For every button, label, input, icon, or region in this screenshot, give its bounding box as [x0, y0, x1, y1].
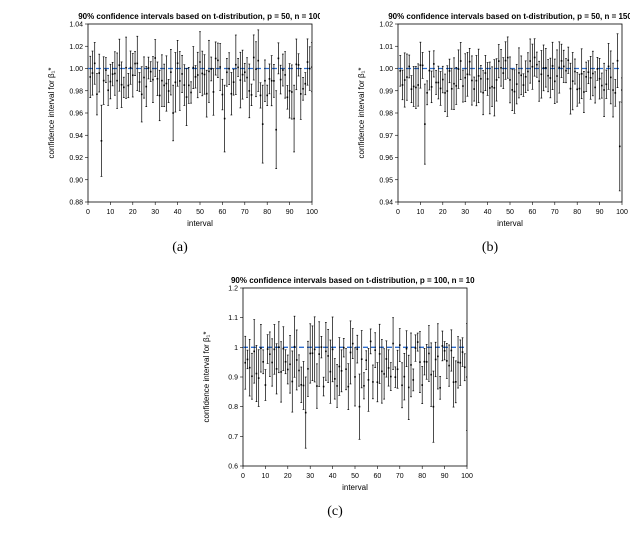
- xtick-label: 90: [441, 473, 449, 480]
- ylabel: confidence interval for β₁*: [202, 332, 211, 423]
- panel-caption: (b): [350, 240, 630, 256]
- ytick-label: 0.97: [379, 133, 393, 140]
- xtick-label: 30: [461, 209, 469, 216]
- xlabel: interval: [497, 219, 523, 228]
- ytick-label: 0.95: [379, 177, 393, 184]
- ytick-label: 1.00: [69, 66, 83, 73]
- panel-caption: (a): [40, 240, 320, 256]
- ytick-label: 0.96: [69, 111, 83, 118]
- xtick-label: 0: [86, 209, 90, 216]
- panel-caption: (c): [195, 504, 475, 520]
- xtick-label: 0: [241, 473, 245, 480]
- xtick-label: 100: [616, 209, 628, 216]
- xtick-label: 20: [284, 473, 292, 480]
- ytick-label: 0.9: [228, 375, 238, 382]
- xtick-label: 70: [551, 209, 559, 216]
- ytick-label: 0.98: [69, 88, 83, 95]
- ytick-label: 0.98: [379, 111, 393, 118]
- xtick-label: 50: [506, 209, 514, 216]
- xtick-label: 80: [418, 473, 426, 480]
- xtick-label: 30: [306, 473, 314, 480]
- ylabel: confidence interval for β₁*: [357, 68, 366, 159]
- ytick-label: 0.94: [379, 200, 393, 207]
- xtick-label: 60: [529, 209, 537, 216]
- chart-svg: 90% confidence intervals based on t-dist…: [195, 270, 475, 500]
- ytick-label: 0.6: [228, 464, 238, 471]
- xtick-label: 80: [573, 209, 581, 216]
- ytick-label: 0.92: [69, 155, 83, 162]
- xtick-label: 100: [461, 473, 473, 480]
- xtick-label: 60: [219, 209, 227, 216]
- ytick-label: 0.8: [228, 404, 238, 411]
- chart-title: 90% confidence intervals based on t-dist…: [78, 12, 320, 21]
- xtick-label: 100: [306, 209, 318, 216]
- xtick-label: 40: [174, 209, 182, 216]
- ytick-label: 1: [234, 345, 238, 352]
- xtick-label: 10: [262, 473, 270, 480]
- ylabel: confidence interval for β₁*: [47, 68, 56, 159]
- ytick-label: 1.04: [69, 22, 83, 29]
- panel-c: 90% confidence intervals based on t-dist…: [195, 270, 475, 520]
- ytick-label: 0.88: [69, 200, 83, 207]
- xtick-label: 20: [129, 209, 137, 216]
- xtick-label: 60: [374, 473, 382, 480]
- ytick-label: 0.90: [69, 177, 83, 184]
- xtick-label: 10: [107, 209, 115, 216]
- chart-svg: 90% confidence intervals based on t-dist…: [40, 6, 320, 236]
- xlabel: interval: [342, 483, 368, 492]
- panel-a: 90% confidence intervals based on t-dist…: [40, 6, 320, 256]
- ytick-label: 0.7: [228, 434, 238, 441]
- ytick-label: 1.02: [69, 44, 83, 51]
- chart-title: 90% confidence intervals based on t-dist…: [388, 12, 630, 21]
- ytick-label: 0.94: [69, 133, 83, 140]
- xtick-label: 30: [151, 209, 159, 216]
- xtick-label: 40: [329, 473, 337, 480]
- ytick-label: 1.02: [379, 22, 393, 29]
- ytick-label: 1.2: [228, 286, 238, 293]
- xtick-label: 20: [439, 209, 447, 216]
- chart-title: 90% confidence intervals based on t-dist…: [231, 276, 475, 285]
- ytick-label: 0.99: [379, 88, 393, 95]
- figure-container: { "global": { "background_color": "#ffff…: [0, 0, 640, 545]
- ytick-label: 0.96: [379, 155, 393, 162]
- xtick-label: 50: [196, 209, 204, 216]
- panel-b: 90% confidence intervals based on t-dist…: [350, 6, 630, 256]
- xtick-label: 90: [286, 209, 294, 216]
- ytick-label: 1.00: [379, 66, 393, 73]
- ytick-label: 1.1: [228, 315, 238, 322]
- xtick-label: 0: [396, 209, 400, 216]
- xtick-label: 80: [263, 209, 271, 216]
- xtick-label: 50: [351, 473, 359, 480]
- ytick-label: 1.01: [379, 44, 393, 51]
- xtick-label: 40: [484, 209, 492, 216]
- chart-svg: 90% confidence intervals based on t-dist…: [350, 6, 630, 236]
- xtick-label: 10: [417, 209, 425, 216]
- xtick-label: 90: [596, 209, 604, 216]
- xlabel: interval: [187, 219, 213, 228]
- xtick-label: 70: [241, 209, 249, 216]
- xtick-label: 70: [396, 473, 404, 480]
